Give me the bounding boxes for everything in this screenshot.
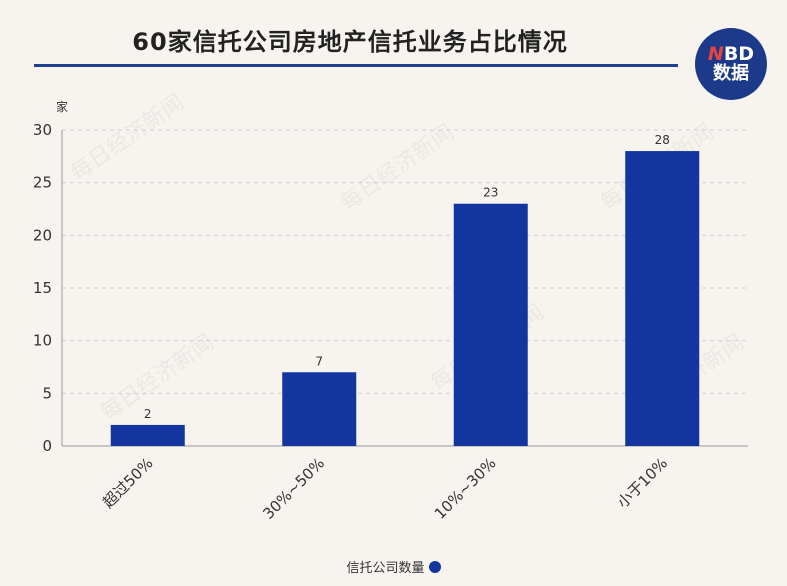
x-tick-label: 小于10% [614, 454, 672, 512]
x-tick-label: 10%~30% [431, 454, 500, 523]
y-tick-label: 15 [33, 279, 52, 297]
legend: 信托公司数量 [0, 557, 787, 576]
logo-n: N [707, 42, 724, 65]
y-axis-unit: 家 [56, 100, 69, 114]
data-label: 7 [315, 354, 323, 368]
bar [282, 372, 357, 446]
legend-swatch [428, 560, 441, 573]
bar [110, 424, 185, 446]
data-label: 28 [655, 133, 670, 147]
bar [453, 203, 528, 446]
bar [625, 151, 700, 447]
nbd-data-logo: NBD 数据 [695, 28, 767, 100]
y-tick-label: 10 [33, 332, 52, 350]
y-tick-label: 30 [33, 121, 52, 139]
y-tick-label: 20 [33, 226, 52, 244]
y-tick-label: 0 [42, 437, 52, 455]
logo-data-text: 数据 [713, 62, 749, 84]
title-underline [34, 64, 678, 67]
x-tick-label: 超过50% [99, 454, 157, 512]
legend-label: 信托公司数量 [346, 561, 425, 576]
y-tick-label: 5 [42, 384, 52, 402]
chart-title: 60家信托公司房地产信托业务占比情况 [132, 28, 568, 56]
data-label: 23 [483, 186, 498, 200]
y-tick-label: 25 [33, 174, 52, 192]
data-label: 2 [144, 407, 152, 421]
logo-bd: BD [723, 42, 755, 65]
x-tick-label: 30%~50% [259, 454, 328, 523]
